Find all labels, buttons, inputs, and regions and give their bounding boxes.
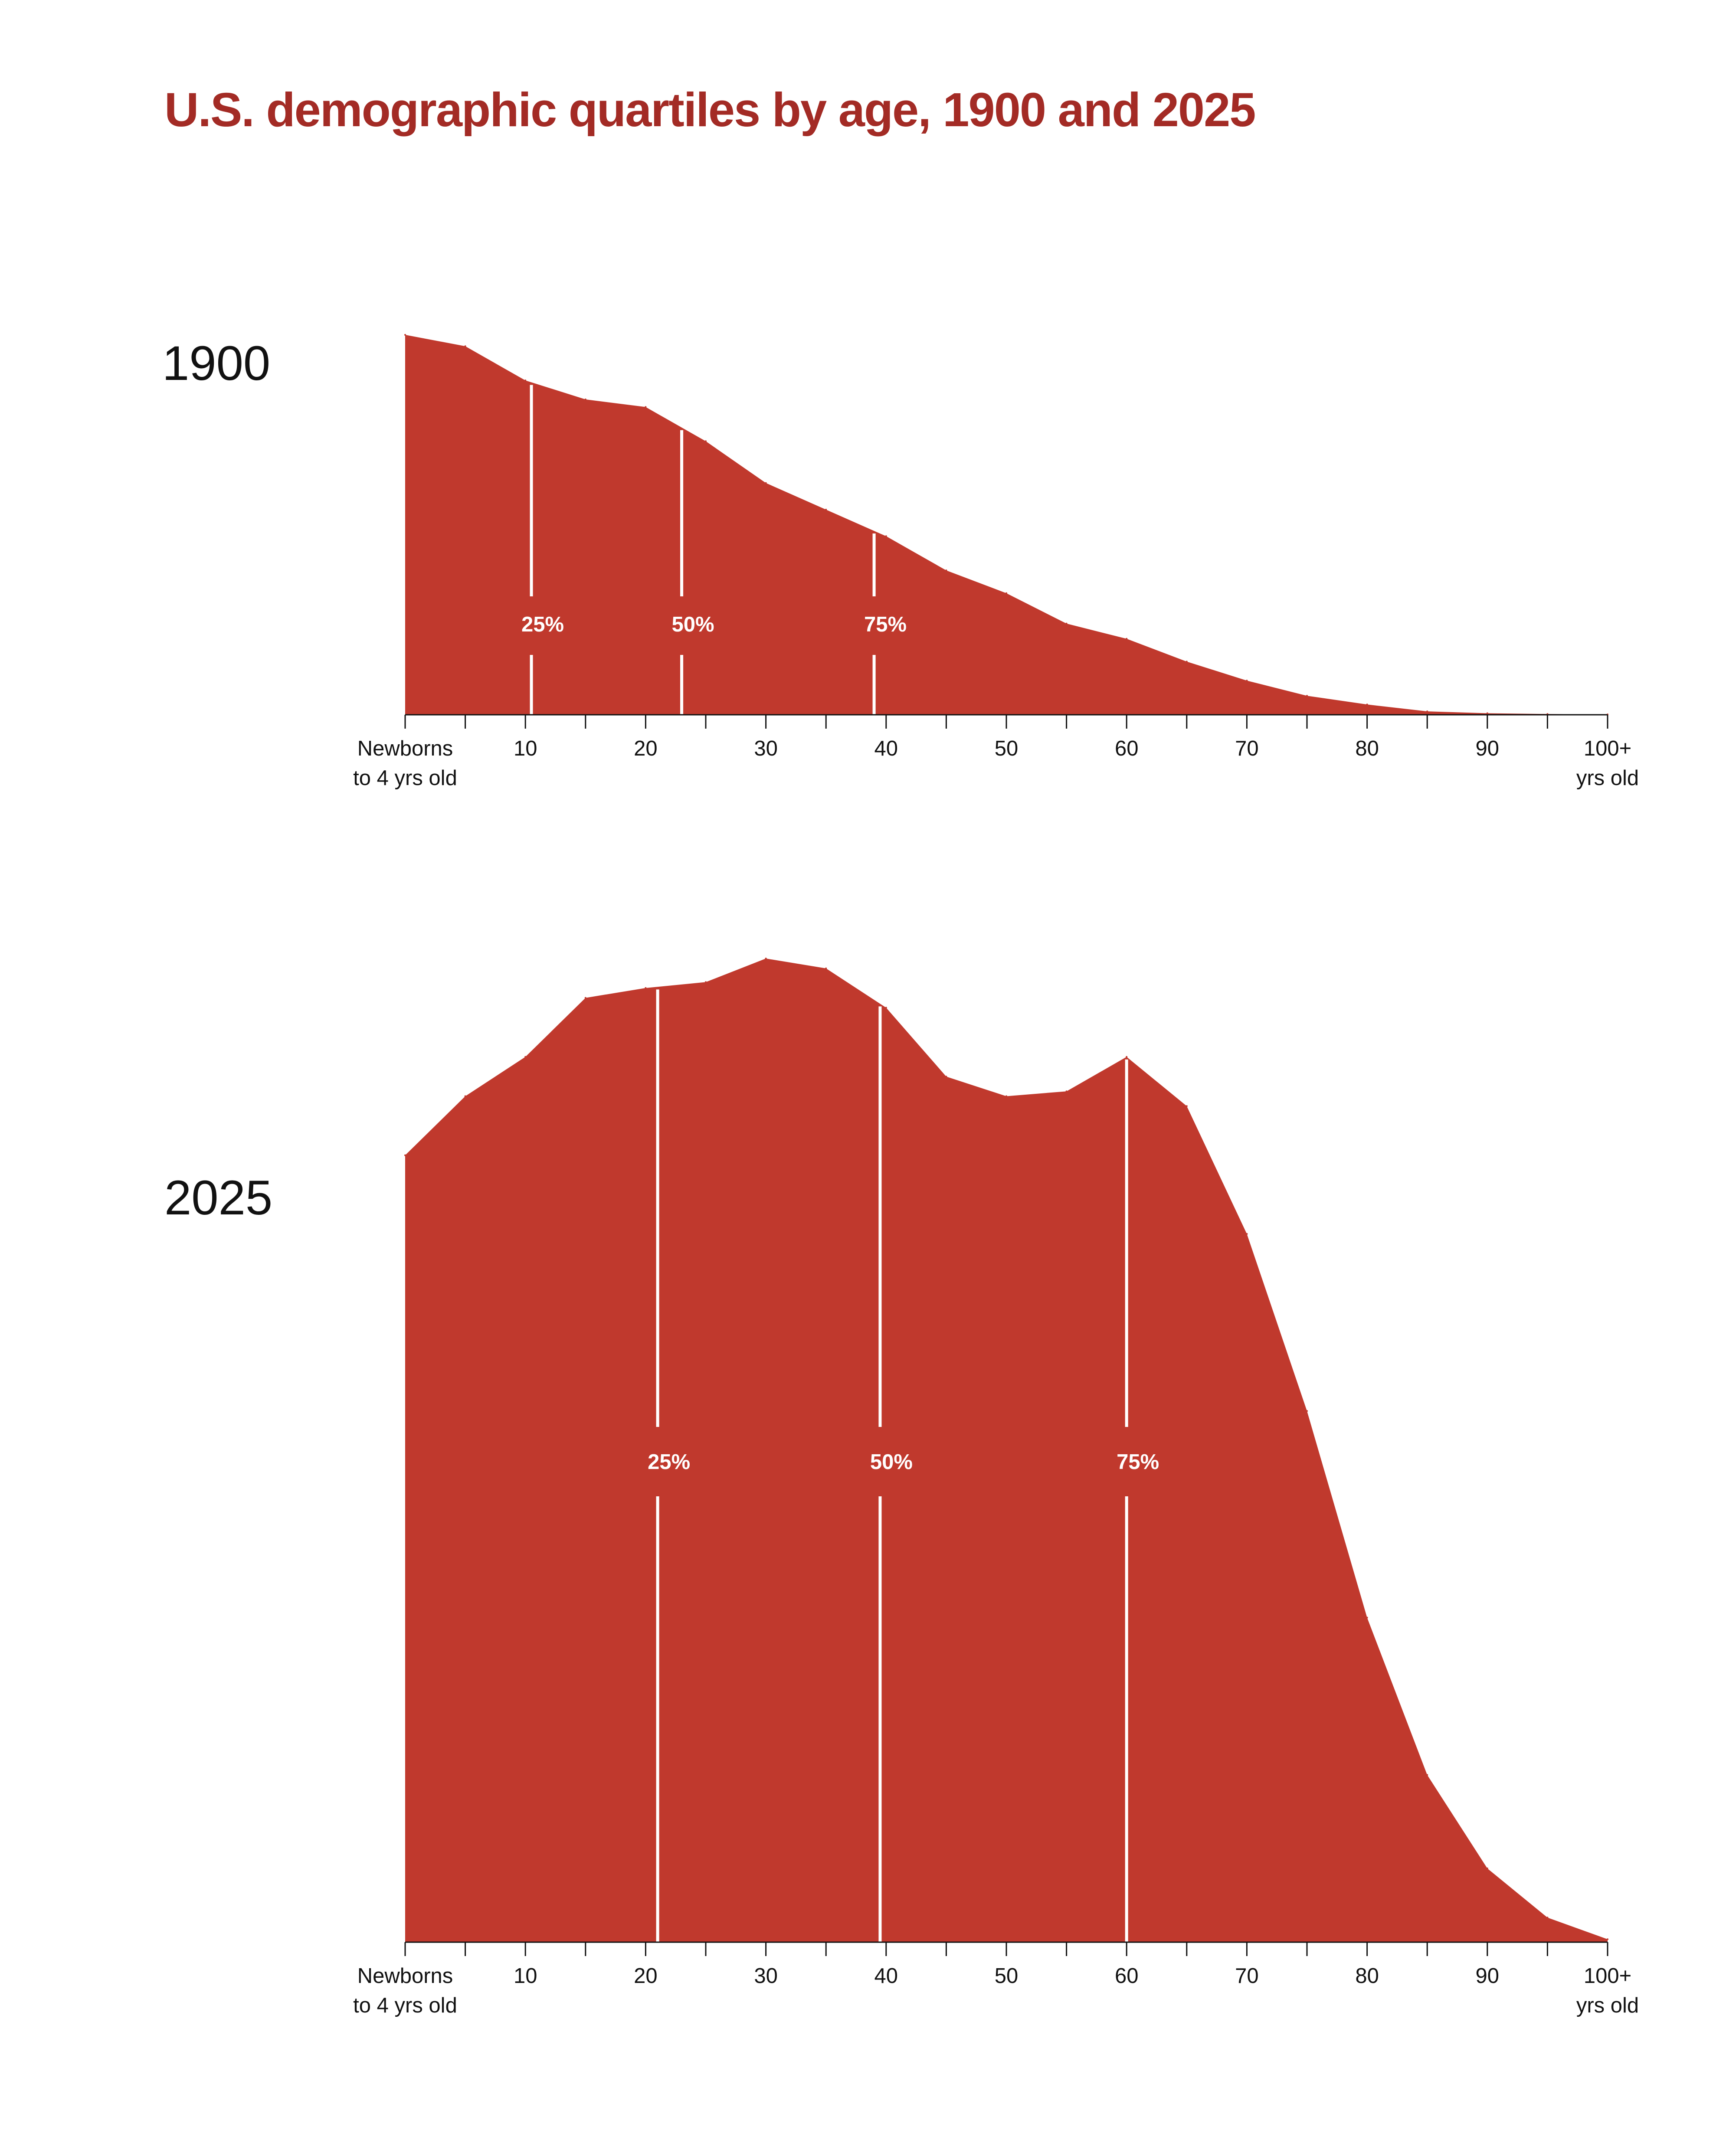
data-point-age-75	[1306, 695, 1308, 697]
data-point-age-40	[885, 535, 887, 537]
x-tick-label: 80	[1355, 1964, 1379, 1988]
data-point-age-50	[1005, 592, 1007, 594]
chart-panel-1900: 1900 25% 50% 75% Newborns to 4 yrs old 10 20 30 4…	[162, 334, 1639, 790]
data-point-age-80	[1366, 703, 1368, 706]
x-tick-label: 40	[874, 1964, 898, 1988]
quartile-label-50pct: 50%	[870, 1450, 913, 1474]
data-point-age-0	[404, 1154, 406, 1156]
x-tick-label: 30	[754, 737, 778, 760]
data-point-age-80	[1366, 1616, 1368, 1619]
data-point-age-45	[945, 569, 947, 572]
data-point-age-15	[584, 997, 586, 999]
data-point-age-85	[1426, 710, 1428, 713]
quartile-label-75pct: 75%	[864, 613, 907, 636]
data-point-age-65	[1186, 661, 1188, 663]
data-point-age-30	[765, 482, 767, 484]
population-area	[405, 335, 1608, 715]
data-point-age-65	[1186, 1105, 1188, 1107]
x-tick-label: 70	[1235, 1964, 1259, 1988]
data-point-age-0	[404, 334, 406, 336]
data-point-age-45	[945, 1076, 947, 1078]
data-point-age-75	[1306, 1410, 1308, 1412]
data-point-age-35	[825, 509, 827, 510]
x-tick-label: 80	[1355, 737, 1379, 760]
data-point-age-100	[1607, 1938, 1608, 1940]
x-tick-label: 10	[514, 737, 537, 760]
x-tick-label: Newborns to 4 yrs old	[353, 1964, 457, 2017]
data-point-age-10	[524, 1056, 527, 1058]
x-tick-label: 60	[1115, 1964, 1139, 1988]
x-tick-label: 20	[634, 1964, 658, 1988]
data-point-age-25	[705, 981, 707, 983]
data-point-age-60	[1126, 638, 1128, 640]
x-tick-label: 50	[995, 737, 1019, 760]
x-tick-label: 100+ yrs old	[1576, 737, 1639, 790]
data-point-age-30	[765, 958, 767, 959]
x-tick-label: 90	[1476, 737, 1500, 760]
data-point-age-70	[1246, 680, 1248, 682]
panel-label: 1900	[162, 336, 270, 390]
quartile-label-75pct: 75%	[1117, 1450, 1159, 1474]
chart-title: U.S. demographic quartiles by age, 1900 …	[164, 83, 1256, 137]
x-tick-label: 10	[514, 1964, 537, 1988]
data-point-age-25	[705, 440, 707, 442]
data-point-age-5	[464, 1095, 466, 1097]
data-point-age-35	[825, 967, 827, 969]
data-point-age-50	[1005, 1095, 1007, 1097]
x-tick-label: 40	[874, 737, 898, 760]
x-tick-label: Newborns to 4 yrs old	[353, 737, 457, 790]
data-point-age-85	[1426, 1774, 1428, 1776]
data-point-age-10	[524, 380, 527, 382]
data-point-age-15	[584, 398, 586, 400]
x-tick-label: 20	[634, 737, 658, 760]
quartile-label-50pct: 50%	[672, 613, 714, 636]
x-tick-label: 90	[1476, 1964, 1500, 1988]
x-tick-label: 60	[1115, 737, 1139, 760]
x-tick-label: 30	[754, 1964, 778, 1988]
data-point-age-70	[1246, 1233, 1248, 1235]
data-point-age-20	[645, 987, 647, 989]
data-point-age-20	[645, 406, 647, 408]
x-tick-label: 50	[995, 1964, 1019, 1988]
quartile-label-25pct: 25%	[521, 613, 564, 636]
data-point-age-95	[1546, 1917, 1549, 1919]
data-point-age-55	[1065, 1090, 1068, 1093]
x-tick-label: 70	[1235, 737, 1259, 760]
data-point-age-5	[464, 345, 466, 347]
x-tick-label: 100+ yrs old	[1576, 1964, 1639, 2017]
data-point-age-90	[1486, 1867, 1488, 1869]
data-point-age-55	[1065, 622, 1068, 625]
population-area	[405, 959, 1608, 1942]
panel-label: 2025	[164, 1171, 272, 1225]
data-point-age-60	[1126, 1056, 1128, 1058]
quartile-label-25pct: 25%	[648, 1450, 690, 1474]
data-point-age-40	[885, 1007, 887, 1009]
data-point-age-90	[1486, 712, 1488, 714]
chart-panel-2025: 2025 25% 50% 75% Newborns to 4 yrs old 10 20 30 4…	[164, 958, 1639, 2017]
